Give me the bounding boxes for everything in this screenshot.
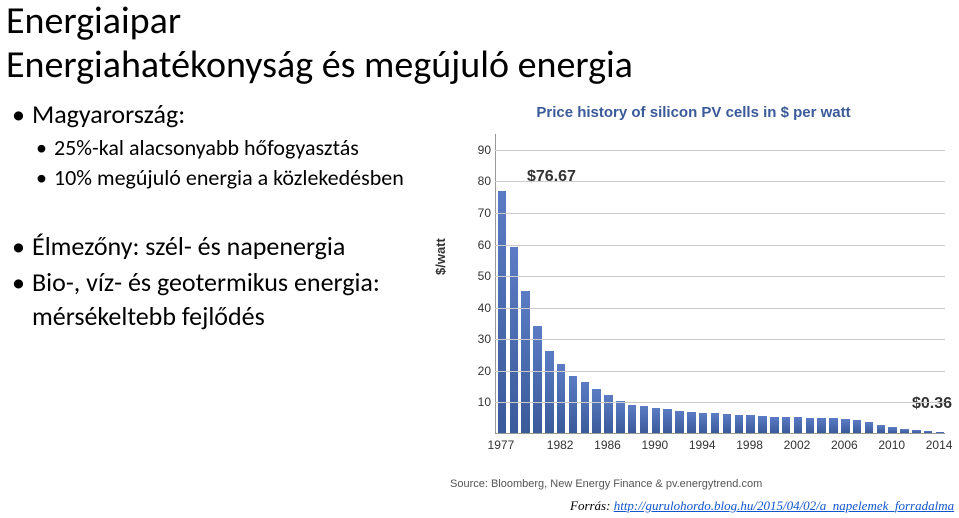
chart-bar xyxy=(498,191,507,433)
chart-bar xyxy=(687,412,696,433)
title-block: Energiaipar Energiahatékonyság és megúju… xyxy=(6,0,633,87)
chart-bar xyxy=(794,417,803,433)
chart-bar xyxy=(817,418,826,433)
bullet-item: Élmezőny: szél- és napenergia xyxy=(10,230,430,264)
chart-bar xyxy=(877,425,886,433)
title-line-2: Energiahatékonyság és megújuló energia xyxy=(6,44,633,88)
bullets-group-1: Magyarország:25%-kal alacsonyabb hőfogya… xyxy=(10,98,420,195)
chart-bar xyxy=(735,415,744,433)
chart-bar xyxy=(782,417,791,433)
chart-bar xyxy=(640,406,649,433)
chart-bar xyxy=(912,430,921,433)
chart-gridline xyxy=(495,150,945,151)
chart-bar xyxy=(924,431,933,433)
chart-gridline xyxy=(495,181,945,182)
chart-bar xyxy=(900,429,909,433)
title-line-1: Energiaipar xyxy=(6,0,633,44)
chart-xtick: 1982 xyxy=(547,438,574,452)
chart-bar xyxy=(592,389,601,433)
chart-last-value-label: $0.36 xyxy=(912,395,952,413)
chart-bar xyxy=(770,417,779,433)
chart-gridline xyxy=(495,213,945,214)
bullets-group-2: Élmezőny: szél- és napenergiaBio-, víz- … xyxy=(10,230,430,335)
chart-xtick: 1994 xyxy=(689,438,716,452)
chart-gridline xyxy=(495,402,945,403)
chart-ytick: 90 xyxy=(467,143,491,157)
chart-bar xyxy=(569,376,578,433)
source-label: Forrás: xyxy=(570,498,614,513)
slide: Energiaipar Energiahatékonyság és megúju… xyxy=(0,0,959,518)
chart-bar xyxy=(557,364,566,433)
chart-gridline xyxy=(495,371,945,372)
chart-bar xyxy=(545,351,554,433)
chart-xtick: 1990 xyxy=(642,438,669,452)
chart-ytick: 80 xyxy=(467,174,491,188)
chart-bar xyxy=(581,382,590,433)
chart-bar xyxy=(806,418,815,433)
bullet-item: 10% megújuló energia a közlekedésben xyxy=(10,164,420,193)
chart-bar xyxy=(723,414,732,433)
chart-bar xyxy=(853,420,862,433)
chart-bar xyxy=(699,413,708,433)
chart-bar xyxy=(628,405,637,433)
chart: Price history of silicon PV cells in $ p… xyxy=(431,100,956,472)
chart-xtick: 2010 xyxy=(878,438,905,452)
chart-bar xyxy=(841,419,850,433)
chart-bar xyxy=(829,418,838,433)
chart-title: Price history of silicon PV cells in $ p… xyxy=(431,104,956,121)
chart-bar xyxy=(652,408,661,433)
chart-ytick: 30 xyxy=(467,332,491,346)
chart-xtick: 2002 xyxy=(784,438,811,452)
bullet-item: 25%-kal alacsonyabb hőfogyasztás xyxy=(10,134,420,163)
chart-source: Source: Bloomberg, New Energy Finance & … xyxy=(450,478,762,490)
chart-xtick: 1986 xyxy=(594,438,621,452)
bullet-item: Magyarország: xyxy=(10,98,420,132)
chart-bar xyxy=(758,416,767,433)
bullet-item: Bio-, víz- és geotermikus energia: mérsé… xyxy=(10,266,430,334)
source-citation: Forrás: http://gurulohordo.blog.hu/2015/… xyxy=(570,498,954,514)
chart-ytick: 10 xyxy=(467,395,491,409)
chart-gridline xyxy=(495,245,945,246)
chart-ytick: 60 xyxy=(467,238,491,252)
chart-first-value-label: $76.67 xyxy=(527,168,576,186)
chart-bar xyxy=(521,291,530,433)
chart-bar xyxy=(888,427,897,433)
chart-bar xyxy=(711,413,720,433)
chart-ytick: 20 xyxy=(467,364,491,378)
chart-xtick: 2014 xyxy=(926,438,953,452)
chart-ytick: 40 xyxy=(467,301,491,315)
chart-bar xyxy=(675,411,684,433)
chart-ylabel: $/watt xyxy=(433,238,448,275)
chart-xtick: 1998 xyxy=(736,438,763,452)
chart-xtick: 2006 xyxy=(831,438,858,452)
chart-bar xyxy=(936,432,945,433)
chart-ytick: 70 xyxy=(467,206,491,220)
chart-bar xyxy=(865,422,874,433)
chart-bar xyxy=(663,409,672,433)
chart-xtick: 1977 xyxy=(488,438,515,452)
chart-bar xyxy=(533,326,542,433)
chart-bar xyxy=(604,395,613,433)
chart-gridline xyxy=(495,308,945,309)
chart-gridline xyxy=(495,339,945,340)
chart-gridline xyxy=(495,276,945,277)
source-link[interactable]: http://gurulohordo.blog.hu/2015/04/02/a_… xyxy=(614,498,954,513)
chart-bar xyxy=(616,401,625,433)
chart-ytick: 50 xyxy=(467,269,491,283)
chart-bar xyxy=(746,415,755,433)
